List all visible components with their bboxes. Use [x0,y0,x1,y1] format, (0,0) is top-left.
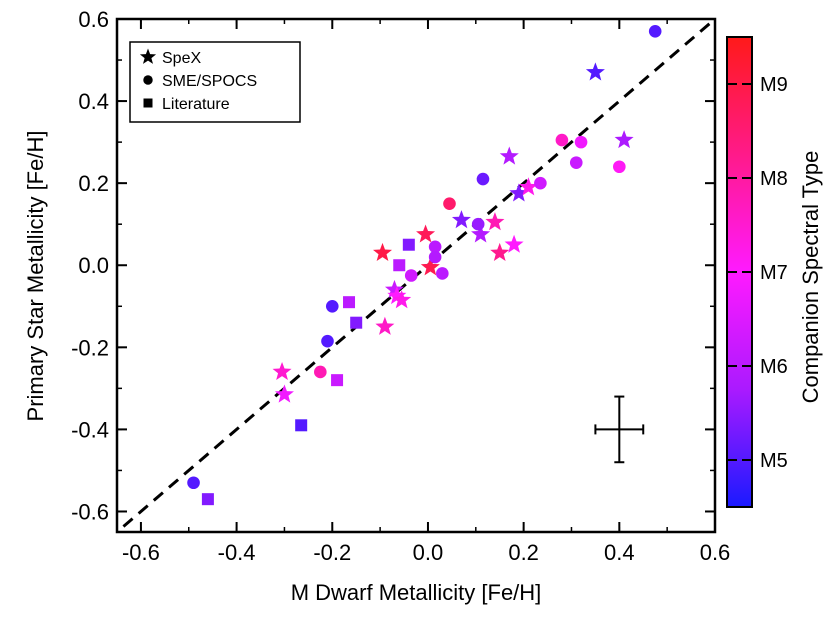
x-tick-label: 0.2 [508,540,539,565]
star-point [614,130,634,149]
circle-point [428,250,442,264]
legend-box [129,41,301,123]
legend-square-icon [143,98,153,108]
colorbar-tick-label: M9 [760,74,788,96]
colorbar-tick-label: M8 [760,168,788,190]
colorbar-ticks: M5 M6 M7 M8 M9 [727,74,788,472]
star-point [518,177,538,196]
circle-point [187,476,200,490]
x-tick-label: 0.4 [604,540,635,565]
star-point [420,257,440,276]
x-tick-label: 0.0 [413,540,444,565]
circle-point [404,269,418,282]
legend-markers [139,48,157,108]
colorbar-tick-label: M7 [760,262,788,284]
star-point [392,290,412,309]
y-tick-label: 0.4 [78,89,109,114]
star-point [451,210,471,229]
y-tick-label: -0.6 [71,499,109,524]
y-tick-label: 0.0 [78,253,109,278]
y-tick-label: 0.2 [78,171,109,196]
x-tick-label: -0.2 [313,540,351,565]
legend-circle-icon [143,75,153,85]
colorbar-title: Companion Spectral Type [798,151,823,404]
legend-label-sme: SME/SPOCS [162,73,257,90]
circle-point [314,365,327,379]
star-point [490,242,510,262]
square-point [295,419,308,432]
square-point [331,374,344,387]
y-tick-label: 0.6 [78,7,109,32]
data-points [187,25,662,506]
axis-ticks: -0.6 -0.4 -0.2 0.0 0.2 0.4 0.6 -0.6 -0.4 -0.2 0.0 0… [71,7,730,565]
circle-point [648,25,662,38]
circle-point [574,135,588,149]
star-point [509,183,529,202]
star-point [471,224,491,243]
circle-point [443,197,456,210]
circle-point [325,299,339,313]
star-point [384,279,404,298]
square-point [350,316,363,329]
square-point [393,259,406,272]
colorbar-tick-label: M6 [760,356,788,378]
circle-point [613,160,626,174]
legend-star-icon [139,48,157,64]
y-axis-title: Primary Star Metallicity [Fe/H] [23,131,48,422]
square-point [343,296,356,309]
star-point [387,286,407,305]
star-point [375,316,395,335]
star-point [373,242,393,262]
star-point [499,146,519,165]
square-point [402,238,415,251]
star-point [272,361,292,381]
star-point [504,234,524,253]
circle-point [436,267,449,280]
circle-point [555,133,569,147]
x-tick-label: 0.6 [700,540,731,565]
star-point [585,62,605,81]
legend-label-literature: Literature [162,96,230,113]
circle-point [476,172,490,186]
circle-point [428,240,442,254]
star-point [274,384,294,403]
colorbar-tick-label: M5 [760,450,788,472]
x-axis-title: M Dwarf Metallicity [Fe/H] [291,580,542,605]
square-point [201,493,214,506]
legend-label-spex: SpeX [162,50,201,67]
circle-point [471,217,485,231]
circle-point [569,156,583,169]
x-tick-label: -0.6 [122,540,160,565]
y-tick-label: -0.2 [71,335,109,360]
star-point [485,212,505,231]
circle-point [534,176,547,190]
y-tick-label: -0.4 [71,417,109,442]
x-tick-label: -0.4 [218,540,256,565]
star-point [416,224,436,243]
legend: SpeX SME/SPOCS Literature [129,41,301,123]
typical-error-bar [594,395,645,464]
circle-point [321,334,334,348]
